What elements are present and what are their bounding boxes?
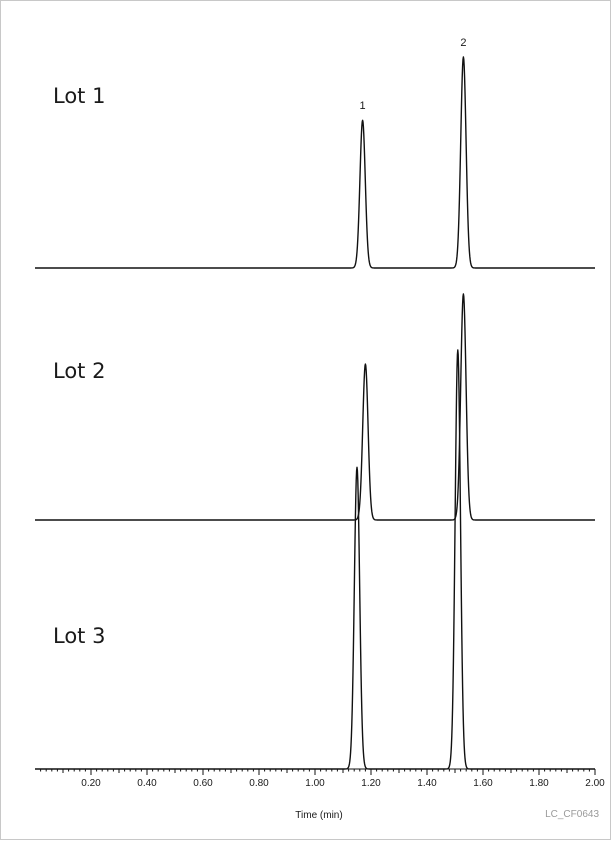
peak-labels-layer: 12	[360, 37, 467, 112]
trace-lot-1	[34, 56, 596, 269]
peak-label-2: 2	[460, 37, 466, 49]
x-tick-label: 0.20	[81, 778, 101, 789]
figure-id: LC_CF0643	[545, 809, 599, 820]
traces-layer	[34, 56, 596, 770]
x-tick-label: 0.40	[137, 778, 157, 789]
trace-lot-2	[34, 293, 596, 521]
x-tick-label: 1.60	[473, 778, 493, 789]
x-axis-title: Time (min)	[295, 810, 342, 821]
x-tick-label: 1.80	[529, 778, 549, 789]
x-tick-label: 1.20	[361, 778, 381, 789]
lot-label-2: Lot 2	[53, 359, 105, 383]
x-tick-label: 1.40	[417, 778, 437, 789]
x-tick-label: 1.00	[305, 778, 325, 789]
lot-labels-layer: Lot 1 Lot 2 Lot 3	[53, 84, 105, 648]
x-tick-label: 2.00	[585, 778, 605, 789]
lot-label-1: Lot 1	[53, 84, 105, 108]
lot-label-3: Lot 3	[53, 624, 105, 648]
trace-lot-3	[34, 349, 596, 770]
x-tick-label: 0.80	[249, 778, 269, 789]
x-tick-label: 0.60	[193, 778, 213, 789]
x-axis: 0.20 0.40 0.60 0.80 1.00 1.20 1.40 1.60 1.80 2.00	[35, 768, 605, 789]
peak-label-1: 1	[360, 100, 366, 112]
